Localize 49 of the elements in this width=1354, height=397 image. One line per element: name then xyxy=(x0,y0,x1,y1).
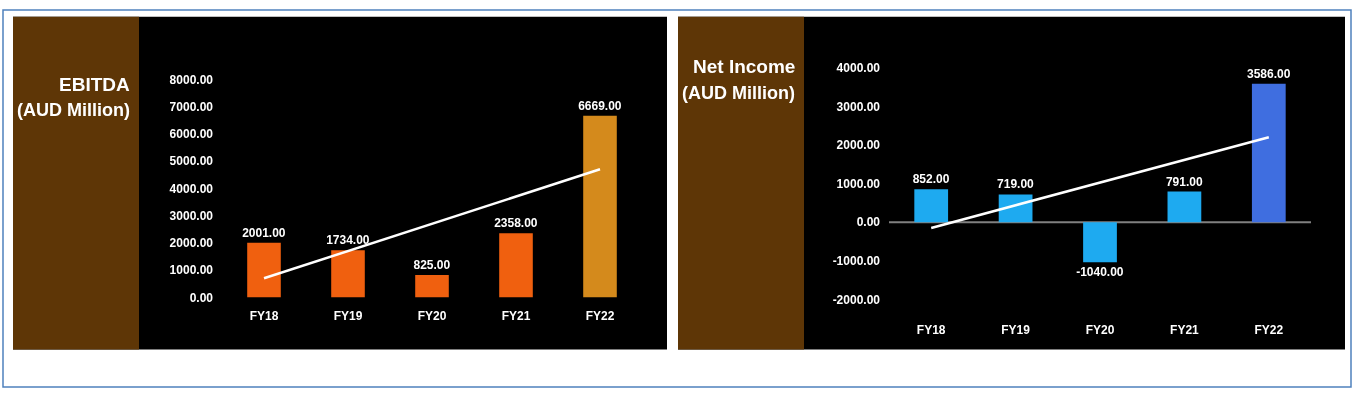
y-tick-label: 1000.00 xyxy=(836,176,881,191)
text: (AUD Million) xyxy=(682,83,795,103)
y-tick-label: 0.00 xyxy=(189,290,214,305)
data-label: 825.00 xyxy=(413,257,451,272)
chart-title: Net Income xyxy=(693,56,796,77)
data-label: 6669.00 xyxy=(578,98,622,113)
x-tick-label: FY18 xyxy=(916,323,946,338)
y-tick-label: 3000.00 xyxy=(169,208,214,223)
x-tick-label: FY21 xyxy=(1170,323,1200,338)
data-label: 1734.00 xyxy=(326,233,370,248)
data-label: -1040.00 xyxy=(1076,265,1124,280)
x-tick-label: FY22 xyxy=(585,309,615,324)
y-tick-label: 2000.00 xyxy=(836,138,881,153)
bar xyxy=(583,115,617,298)
bar xyxy=(415,274,449,298)
data-label: 2358.00 xyxy=(494,216,538,231)
data-label: 2001.00 xyxy=(242,225,286,240)
y-tick-label: 2000.00 xyxy=(169,236,214,251)
bar xyxy=(914,189,949,223)
y-tick-label: 4000.00 xyxy=(836,60,881,75)
y-tick-label: -1000.00 xyxy=(832,253,881,268)
y-tick-label: 4000.00 xyxy=(169,181,214,196)
bar xyxy=(1251,83,1286,223)
x-tick-label: FY22 xyxy=(1254,323,1284,338)
bar xyxy=(1167,191,1202,223)
x-tick-label: FY18 xyxy=(249,309,279,324)
y-tick-label: 0.00 xyxy=(856,215,881,230)
y-tick-label: 7000.00 xyxy=(169,99,214,114)
bar xyxy=(247,242,281,298)
x-tick-label: FY19 xyxy=(333,309,363,324)
y-tick-label: 8000.00 xyxy=(169,72,214,87)
chart-title: EBITDA xyxy=(59,74,130,95)
bar xyxy=(1083,222,1117,263)
x-tick-label: FY20 xyxy=(417,309,447,324)
y-tick-label: -2000.00 xyxy=(832,292,881,307)
x-tick-label: FY21 xyxy=(501,309,531,324)
bar xyxy=(331,250,365,298)
data-label: 791.00 xyxy=(1165,174,1203,189)
y-tick-label: 6000.00 xyxy=(169,127,214,142)
y-tick-label: 1000.00 xyxy=(169,263,214,278)
data-label: 3586.00 xyxy=(1246,66,1291,81)
y-tick-label: 5000.00 xyxy=(169,154,214,169)
x-tick-label: FY20 xyxy=(1085,323,1115,338)
data-label: 852.00 xyxy=(912,172,950,187)
y-tick-label: 3000.00 xyxy=(836,99,881,114)
x-tick-label: FY19 xyxy=(1001,323,1031,338)
bar xyxy=(499,233,533,298)
data-label: 719.00 xyxy=(997,177,1035,192)
text: (AUD Million) xyxy=(17,100,130,120)
